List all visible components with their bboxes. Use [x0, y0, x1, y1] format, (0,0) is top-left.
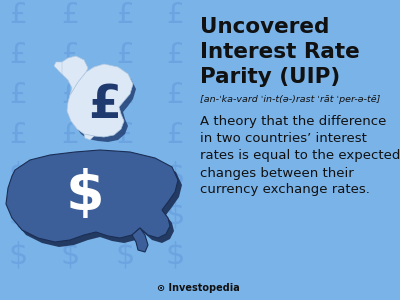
- Text: $: $: [60, 200, 80, 230]
- Text: rates is equal to the expected: rates is equal to the expected: [200, 149, 400, 163]
- Text: £: £: [9, 1, 27, 29]
- Polygon shape: [54, 62, 62, 74]
- Text: £: £: [166, 81, 184, 109]
- Text: $: $: [165, 200, 185, 230]
- Text: £: £: [61, 1, 79, 29]
- Polygon shape: [132, 228, 148, 252]
- Text: £: £: [61, 121, 79, 149]
- Text: [an-ˈka-vard ˈin-t(ə-)rast ˈrāt ˈper-ə-tē]: [an-ˈka-vard ˈin-t(ə-)rast ˈrāt ˈper-ə-t…: [200, 95, 380, 104]
- Text: £: £: [61, 41, 79, 69]
- Text: $: $: [165, 241, 185, 269]
- Text: £: £: [116, 81, 134, 109]
- Text: $: $: [115, 241, 135, 269]
- Text: £: £: [61, 81, 79, 109]
- Text: £: £: [88, 82, 122, 128]
- Text: Parity (UIP): Parity (UIP): [200, 67, 340, 87]
- Polygon shape: [10, 155, 182, 247]
- Text: $: $: [66, 168, 104, 222]
- Polygon shape: [84, 134, 94, 140]
- Text: Uncovered: Uncovered: [200, 17, 329, 37]
- Text: changes between their: changes between their: [200, 167, 354, 179]
- Polygon shape: [71, 69, 136, 142]
- Text: £: £: [166, 41, 184, 69]
- Text: $: $: [60, 241, 80, 269]
- Text: £: £: [9, 41, 27, 69]
- Text: £: £: [116, 41, 134, 69]
- Text: Interest Rate: Interest Rate: [200, 42, 360, 62]
- Text: A theory that the difference: A theory that the difference: [200, 116, 386, 128]
- Text: $: $: [60, 160, 80, 190]
- Text: £: £: [9, 81, 27, 109]
- Text: currency exchange rates.: currency exchange rates.: [200, 184, 370, 196]
- Text: ⊙ Investopedia: ⊙ Investopedia: [157, 283, 239, 293]
- Text: £: £: [166, 1, 184, 29]
- Text: £: £: [9, 121, 27, 149]
- Text: $: $: [8, 160, 28, 190]
- Text: £: £: [116, 121, 134, 149]
- Text: in two countries’ interest: in two countries’ interest: [200, 133, 367, 146]
- Polygon shape: [6, 150, 178, 242]
- Text: £: £: [116, 1, 134, 29]
- Text: $: $: [8, 241, 28, 269]
- Text: $: $: [8, 200, 28, 230]
- Polygon shape: [67, 64, 133, 137]
- Text: £: £: [166, 121, 184, 149]
- Polygon shape: [58, 56, 88, 95]
- Text: $: $: [115, 200, 135, 230]
- Text: $: $: [165, 160, 185, 190]
- Text: $: $: [115, 160, 135, 190]
